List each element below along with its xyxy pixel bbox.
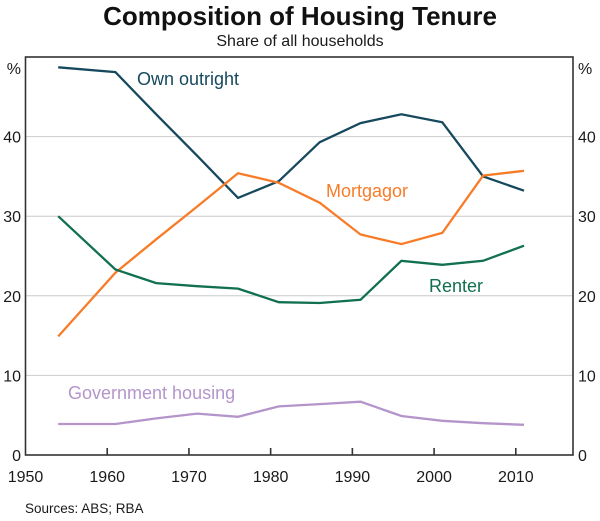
series-label-renter: Renter (429, 276, 483, 296)
chart-subtitle: Share of all households (216, 33, 384, 50)
sources-note: Sources: ABS; RBA (25, 501, 144, 516)
y-tick-label-right-10: 10 (578, 368, 596, 385)
y-tick-label-right-20: 20 (578, 289, 596, 306)
y-tick-label-right-40: 40 (578, 130, 596, 147)
y-tick-label-left-10: 10 (3, 368, 21, 385)
y-axis-unit-right: % (578, 61, 592, 78)
x-tick-label-1990: 1990 (335, 469, 371, 486)
x-tick-label-1950: 1950 (8, 469, 44, 486)
chart-title: Composition of Housing Tenure (103, 1, 497, 31)
y-tick-label-left-30: 30 (3, 209, 21, 226)
x-tick-label-1980: 1980 (253, 469, 289, 486)
y-tick-label-right-0: 0 (578, 448, 587, 465)
y-axis-unit-left: % (7, 61, 21, 78)
x-tick-label-1970: 1970 (171, 469, 207, 486)
y-tick-label-left-0: 0 (12, 448, 21, 465)
series-label-government-housing: Government housing (68, 383, 235, 403)
x-tick-label-2010: 2010 (498, 469, 534, 486)
x-tick-label-1960: 1960 (89, 469, 125, 486)
series-label-own-outright: Own outright (137, 69, 239, 89)
series-label-mortgagor: Mortgagor (326, 181, 408, 201)
series-line-own-outright (58, 66, 525, 200)
y-tick-label-right-30: 30 (578, 209, 596, 226)
y-tick-label-left-20: 20 (3, 289, 21, 306)
y-tick-label-left-40: 40 (3, 130, 21, 147)
series-line-government-housing (58, 400, 525, 426)
series-line-renter (57, 215, 525, 305)
x-tick-label-2000: 2000 (416, 469, 452, 486)
plot-border (24, 56, 574, 456)
series-line-mortgagor (57, 169, 525, 338)
